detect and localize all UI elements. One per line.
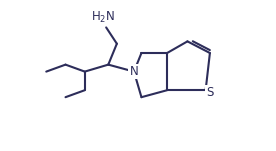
Text: H$_2$N: H$_2$N [91,9,115,24]
Text: N: N [130,65,138,78]
Text: S: S [206,86,214,99]
